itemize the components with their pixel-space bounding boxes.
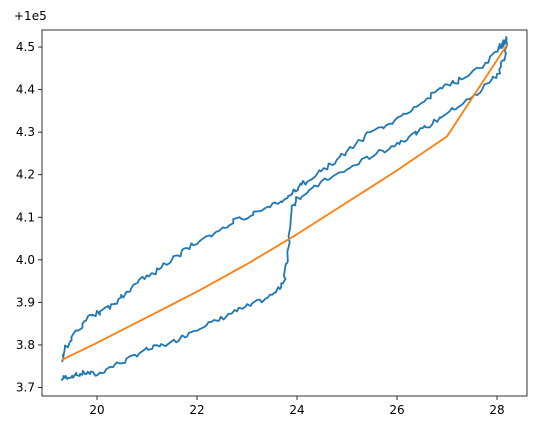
y-axis-ticks: 3.7 3.8 3.9 4.0 4.1 4.2 4.3 4.4 4.5 (16, 40, 42, 394)
x-axis-ticks: 20 22 24 26 28 (89, 396, 505, 417)
y-tick-label: 4.1 (16, 210, 35, 224)
plot-series (61, 36, 509, 381)
x-tick-label: 28 (489, 403, 504, 417)
y-tick-label: 4.4 (16, 83, 35, 97)
y-tick-label: 4.5 (16, 40, 35, 54)
x-tick-label: 24 (289, 403, 304, 417)
y-tick-label: 3.9 (16, 295, 35, 309)
x-tick-label: 20 (89, 403, 104, 417)
plot-frame (41, 29, 528, 397)
y-tick-label: 4.0 (16, 253, 35, 267)
y-tick-label: 3.8 (16, 338, 35, 352)
y-tick-label: 3.7 (16, 380, 35, 394)
x-tick-label: 26 (389, 403, 404, 417)
series-0-line (61, 36, 509, 381)
y-tick-label: 4.2 (16, 168, 35, 182)
series-1-line (61, 44, 508, 361)
y-tick-label: 4.3 (16, 125, 35, 139)
y-axis-offset-label: +1e5 (14, 9, 47, 23)
x-tick-label: 22 (189, 403, 204, 417)
